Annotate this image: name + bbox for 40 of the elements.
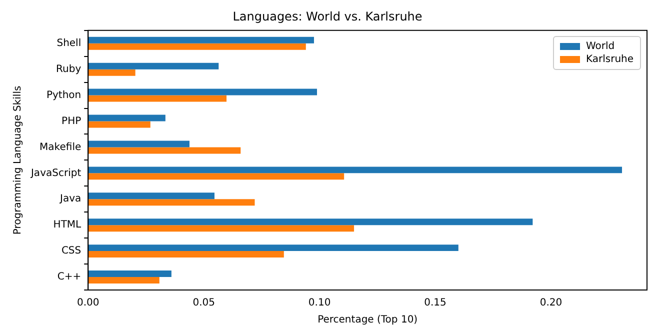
bar (88, 244, 458, 252)
bar (88, 140, 190, 148)
x-tick-label: 0.15 (424, 298, 446, 309)
y-tick-label: Makefile (40, 142, 82, 153)
bar (88, 69, 136, 76)
bar (88, 277, 160, 284)
bar (88, 192, 214, 200)
y-tick-label: CSS (61, 246, 82, 257)
legend-label: Karlsruhe (586, 54, 634, 66)
bar (88, 225, 354, 232)
x-tick-label: 0.10 (308, 298, 331, 309)
bar (88, 62, 219, 70)
bar (88, 36, 314, 44)
bar (88, 121, 150, 128)
legend-label: World (586, 41, 615, 52)
x-tick-label: 0.05 (192, 298, 215, 309)
bar (88, 43, 306, 50)
bar (88, 147, 241, 154)
y-tick-label: HTML (53, 220, 82, 231)
bar (88, 173, 344, 180)
bar (88, 166, 622, 174)
y-axis-title: Programming Language Skills (12, 86, 24, 235)
y-tick-label: C++ (57, 272, 82, 283)
y-tick-label: Java (59, 194, 82, 205)
x-axis-title: Percentage (Top 10) (318, 314, 418, 326)
bar (88, 114, 166, 122)
x-tick-label: 0.00 (76, 298, 100, 309)
y-tick-label: Ruby (56, 64, 82, 75)
y-tick-label: PHP (62, 116, 82, 127)
x-tick-label: 0.20 (540, 298, 562, 309)
bar (88, 88, 317, 96)
y-tick-label: JavaScript (30, 168, 82, 179)
chart-title: Languages: World vs. Karlsruhe (232, 9, 422, 24)
bar (88, 218, 533, 226)
bar (88, 95, 227, 102)
bar (88, 270, 172, 278)
y-tick-label: Python (46, 90, 82, 101)
y-tick-label: Shell (56, 38, 82, 49)
bar (88, 251, 284, 258)
bar (88, 199, 255, 206)
